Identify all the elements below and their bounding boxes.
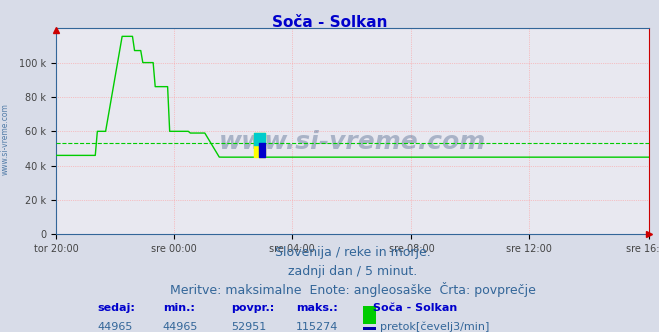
Text: 115274: 115274 xyxy=(297,322,339,332)
Text: povpr.:: povpr.: xyxy=(231,303,274,313)
Text: zadnji dan / 5 minut.: zadnji dan / 5 minut. xyxy=(288,265,417,278)
Text: pretok[čevelj3/min]: pretok[čevelj3/min] xyxy=(380,322,490,332)
Text: 44965: 44965 xyxy=(98,322,133,332)
Text: Soča - Solkan: Soča - Solkan xyxy=(272,15,387,30)
Text: Slovenija / reke in morje.: Slovenija / reke in morje. xyxy=(275,246,430,259)
Text: www.si-vreme.com: www.si-vreme.com xyxy=(219,129,486,154)
Text: sedaj:: sedaj: xyxy=(98,303,135,313)
Text: maks.:: maks.: xyxy=(297,303,338,313)
Text: 52951: 52951 xyxy=(231,322,266,332)
Text: www.si-vreme.com: www.si-vreme.com xyxy=(1,104,10,175)
Text: 44965: 44965 xyxy=(163,322,198,332)
Text: Meritve: maksimalne  Enote: angleosaške  Črta: povprečje: Meritve: maksimalne Enote: angleosaške Č… xyxy=(169,283,536,297)
Text: Soča - Solkan: Soča - Solkan xyxy=(373,303,457,313)
Bar xyxy=(363,306,376,324)
Text: min.:: min.: xyxy=(163,303,194,313)
Bar xyxy=(363,327,376,332)
